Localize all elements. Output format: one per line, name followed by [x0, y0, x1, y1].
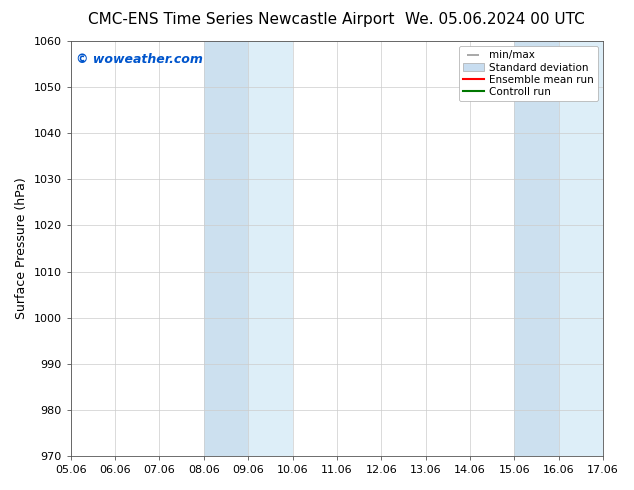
Bar	[514, 41, 559, 456]
Bar	[204, 41, 248, 456]
Text: CMC-ENS Time Series Newcastle Airport: CMC-ENS Time Series Newcastle Airport	[87, 12, 394, 27]
Y-axis label: Surface Pressure (hPa): Surface Pressure (hPa)	[15, 178, 28, 319]
Bar	[559, 41, 603, 456]
Bar	[248, 41, 292, 456]
Legend: min/max, Standard deviation, Ensemble mean run, Controll run: min/max, Standard deviation, Ensemble me…	[459, 46, 598, 101]
Text: We. 05.06.2024 00 UTC: We. 05.06.2024 00 UTC	[404, 12, 585, 27]
Text: © woweather.com: © woweather.com	[76, 53, 203, 67]
